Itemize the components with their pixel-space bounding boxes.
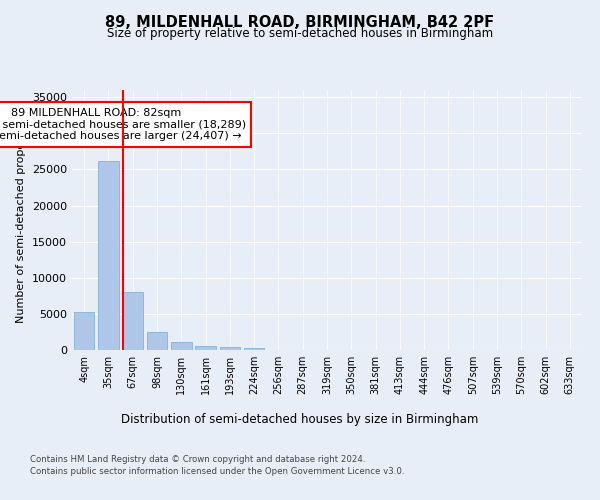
Bar [195, 346, 216, 350]
Text: 89, MILDENHALL ROAD, BIRMINGHAM, B42 2PF: 89, MILDENHALL ROAD, BIRMINGHAM, B42 2PF [106, 15, 494, 30]
Y-axis label: Number of semi-detached properties: Number of semi-detached properties [16, 117, 26, 323]
Bar [74, 312, 94, 350]
Text: Size of property relative to semi-detached houses in Birmingham: Size of property relative to semi-detach… [107, 28, 493, 40]
Text: 89 MILDENHALL ROAD: 82sqm
← 42% of semi-detached houses are smaller (18,289)
56%: 89 MILDENHALL ROAD: 82sqm ← 42% of semi-… [0, 108, 246, 142]
Bar [146, 332, 167, 350]
Text: Distribution of semi-detached houses by size in Birmingham: Distribution of semi-detached houses by … [121, 412, 479, 426]
Text: Contains public sector information licensed under the Open Government Licence v3: Contains public sector information licen… [30, 468, 404, 476]
Bar [122, 292, 143, 350]
Bar [171, 342, 191, 350]
Bar [244, 348, 265, 350]
Bar [98, 162, 119, 350]
Text: Contains HM Land Registry data © Crown copyright and database right 2024.: Contains HM Land Registry data © Crown c… [30, 455, 365, 464]
Bar [220, 348, 240, 350]
